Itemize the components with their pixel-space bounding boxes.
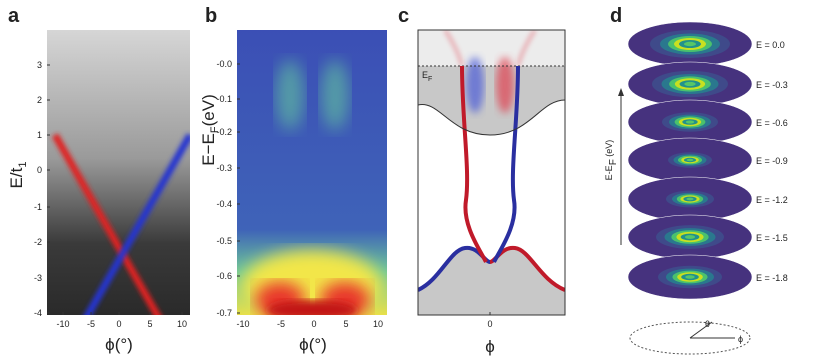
energy-label: E = -0.6 [756,118,788,128]
x-tick-label: 0 [487,319,492,329]
y-tick-label: 1 [37,130,42,140]
y-tick-label: -3 [34,273,42,283]
y-tick-label: -0.2 [216,127,232,137]
label-part: (eV) [199,94,218,126]
label-part: F [428,76,432,83]
x-axis-label: ϕ(°) [105,335,133,354]
y-tick-label: -0.6 [216,271,232,281]
azimuth-label: ϕ [738,334,743,344]
angle-label: θ [705,319,710,329]
panel-label: b [205,5,217,27]
y-tick-label: -1 [34,202,42,212]
y-axis-label: E−EF(eV) [199,94,221,165]
x-tick-label: -10 [56,319,69,329]
y-tick-label: -0.0 [216,59,232,69]
label-part: E−E [199,133,218,166]
panel-a-image [47,30,190,315]
x-tick-label: 0 [311,319,316,329]
disc-ring [685,120,695,124]
y-axis-label: E-EF (eV) [604,140,619,181]
x-axis-label: ϕ [485,337,495,356]
fermi-label: EF [422,70,432,83]
energy-label: E = 0.0 [756,40,785,50]
disc-ring [684,41,696,47]
panel-label: a [8,5,20,27]
y-tick-label: -0.3 [216,163,232,173]
disc-ring [685,275,695,279]
y-tick-label: 0 [37,165,42,175]
azimuth-dir [689,321,713,339]
energy-label: E = -1.8 [756,273,788,283]
x-tick-label: 5 [343,319,348,329]
energy-label: E = -0.9 [756,156,788,166]
label-part: E [422,70,428,80]
disc-ring [686,197,694,201]
y-tick-label: -0.4 [216,199,232,209]
y-axis-label: E/t1 [7,162,29,189]
panel-d-discs [627,21,753,300]
label-part: F [209,126,221,133]
disc-ring [684,81,696,87]
label-part: F [608,159,619,165]
x-tick-label: 0 [116,319,121,329]
label-part: (eV) [604,140,614,160]
disc-ring [686,158,694,162]
panel-label: c [398,5,409,27]
energy-label: E = -1.5 [756,233,788,243]
x-tick-label: -5 [277,319,285,329]
label-part: E/t [7,167,26,188]
y-tick-label: 3 [37,60,42,70]
x-tick-label: 10 [373,319,383,329]
x-axis-label: ϕ(°) [299,335,327,354]
y-tick-label: 2 [37,95,42,105]
y-tick-label: -0.7 [216,308,232,318]
energy-axis-arrow [618,88,624,96]
azimuth-circle [629,321,751,355]
energy-label: E = -1.2 [756,195,788,205]
y-tick-label: -4 [34,308,42,318]
x-tick-label: 10 [177,319,187,329]
x-tick-label: -5 [87,319,95,329]
disc-ring [684,235,696,239]
x-tick-label: -10 [236,319,249,329]
panel-label: d [610,5,622,27]
panel-c-frame [417,29,566,316]
label-part: 1 [17,162,29,168]
x-tick-label: 5 [147,319,152,329]
y-tick-label: -2 [34,237,42,247]
label-part: E-E [604,165,614,180]
panel-b-image [237,30,387,315]
energy-label: E = -0.3 [756,80,788,90]
y-tick-label: -0.5 [216,236,232,246]
y-tick-label: -0.1 [216,94,232,104]
panel-c-image [418,30,565,315]
